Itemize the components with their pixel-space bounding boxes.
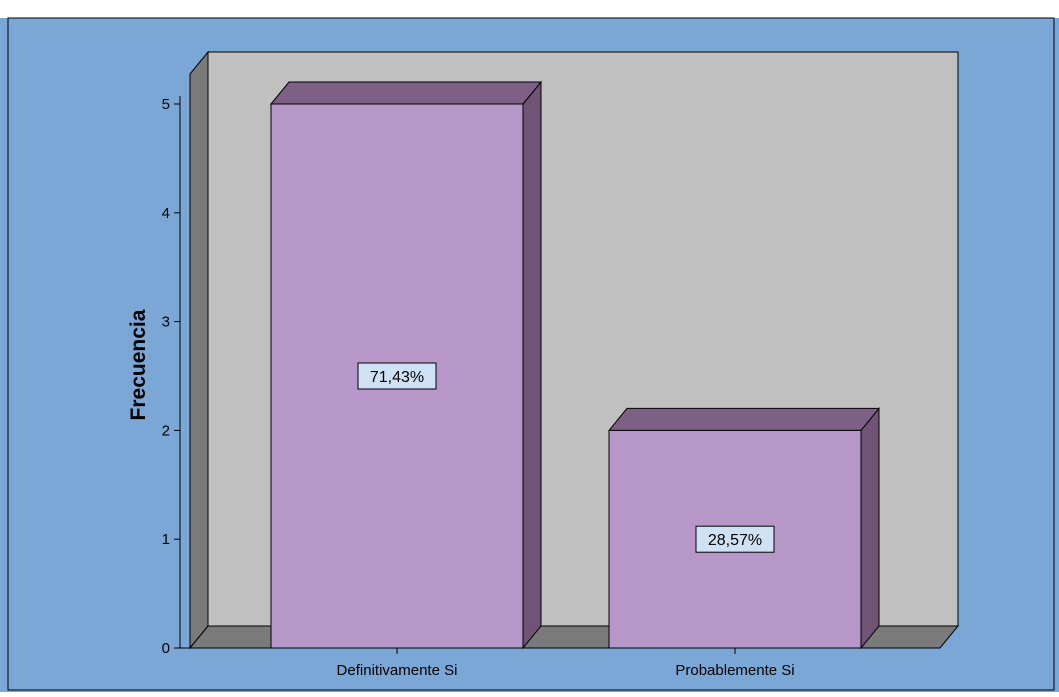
y-tick-label: 4: [162, 205, 170, 222]
data-labels: 71,43% 28,57%: [357, 362, 775, 553]
y-tick-label: 3: [162, 314, 170, 331]
data-label-box: [695, 525, 775, 553]
x-tick-label: Probablemente Si: [675, 662, 794, 679]
bar-side-face: [522, 80, 542, 650]
data-label-box: [357, 362, 437, 390]
x-axis-ticks: Definitivamente Si Probablemente Si: [337, 648, 795, 679]
y-axis-ticks: 0 1 2 3 4 5: [162, 96, 180, 657]
bar-top-face: [607, 407, 881, 431]
y-tick-label: 1: [162, 531, 170, 548]
data-label: 28,57%: [708, 532, 762, 549]
top-strip: [0, 0, 1059, 18]
bar-series: [269, 80, 881, 650]
chart-border: [7, 17, 1055, 691]
bar: [269, 80, 543, 650]
bar-side-face: [860, 406, 880, 650]
x-tick-label: Definitivamente Si: [337, 662, 458, 679]
data-label: 71,43%: [370, 369, 424, 386]
y-tick-label: 0: [162, 640, 170, 657]
y-tick-label: 2: [162, 422, 170, 439]
bar: [607, 406, 881, 650]
y-axis-label: Frecuencia: [127, 309, 150, 420]
bar-top-face: [269, 81, 543, 105]
left-side-wall: [189, 50, 209, 650]
y-tick-label: 5: [162, 96, 170, 113]
